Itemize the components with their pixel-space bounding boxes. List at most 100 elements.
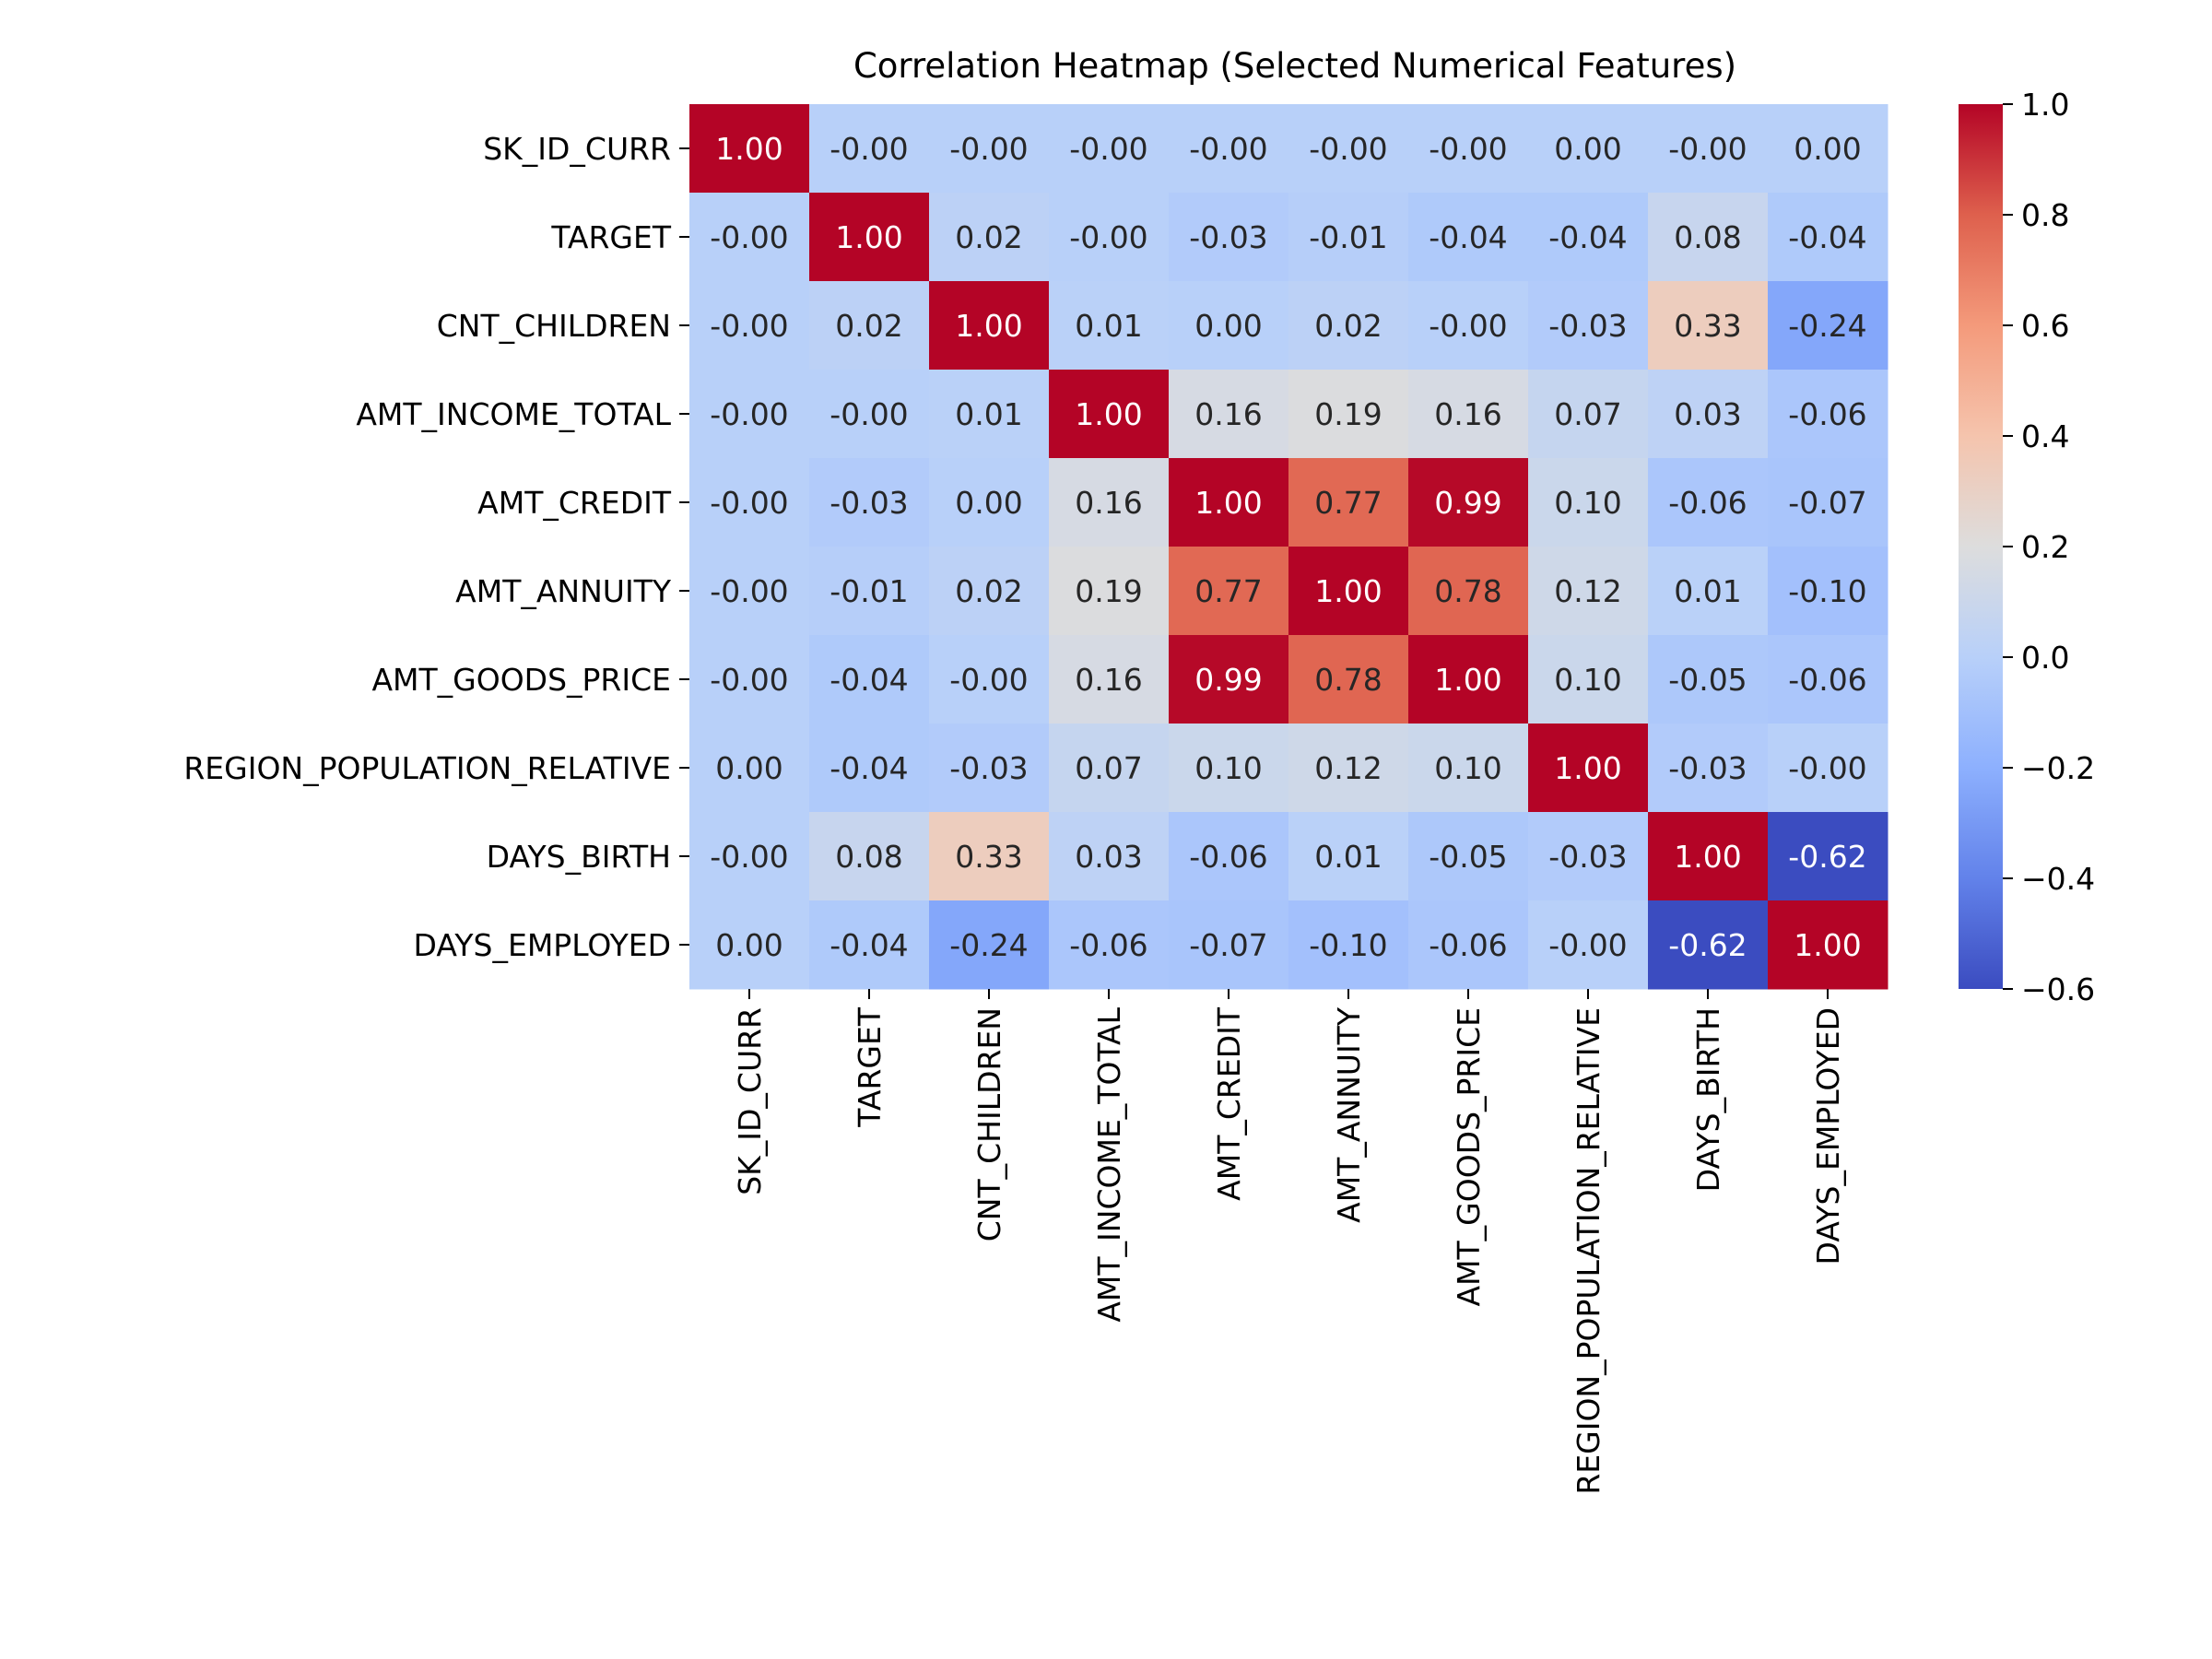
cell-value-label: 0.10 bbox=[1194, 750, 1262, 786]
cell-value-label: 1.00 bbox=[1554, 750, 1621, 786]
heatmap-cell bbox=[929, 635, 1050, 724]
cell-value-label: 0.01 bbox=[1314, 839, 1382, 875]
cell-value-label: -0.00 bbox=[1189, 131, 1267, 167]
heatmap-cell bbox=[809, 193, 930, 282]
cell-value-label: 1.00 bbox=[835, 219, 902, 255]
heatmap-cell bbox=[1648, 635, 1769, 724]
cell-value-label: -0.04 bbox=[830, 750, 908, 786]
heatmap-cell bbox=[1768, 281, 1888, 371]
cell-value-label: 0.00 bbox=[715, 927, 782, 963]
heatmap-cell bbox=[1528, 900, 1649, 990]
heatmap-cell bbox=[929, 547, 1050, 636]
x-tick-label: AMT_GOODS_PRICE bbox=[1451, 1007, 1487, 1307]
cell-value-label: -0.00 bbox=[830, 131, 908, 167]
heatmap-cell bbox=[1049, 547, 1170, 636]
heatmap-cell bbox=[1408, 193, 1529, 282]
cell-value-label: -0.03 bbox=[1548, 839, 1627, 875]
heatmap-cell bbox=[1408, 724, 1529, 813]
cell-value-label: -0.06 bbox=[1069, 927, 1147, 963]
heatmap-cell bbox=[1288, 812, 1409, 901]
cell-value-label: 0.01 bbox=[1075, 308, 1142, 344]
heatmap-cell bbox=[689, 104, 810, 194]
cell-value-label: 0.99 bbox=[1434, 485, 1501, 521]
cell-value-label: 0.00 bbox=[1794, 131, 1861, 167]
heatmap-cell bbox=[929, 900, 1050, 990]
heatmap-cell bbox=[1169, 104, 1289, 194]
cell-value-label: -0.03 bbox=[1548, 308, 1627, 344]
colorbar-tick-label: 0.8 bbox=[2021, 197, 2069, 233]
cell-value-label: -0.04 bbox=[1548, 219, 1627, 255]
y-tick-label: TARGET bbox=[550, 219, 672, 255]
heatmap-cell bbox=[809, 547, 930, 636]
cell-value-label: 0.03 bbox=[1674, 396, 1741, 432]
cell-value-label: -0.10 bbox=[1788, 573, 1866, 609]
heatmap-cell bbox=[1768, 370, 1888, 459]
heatmap-cell bbox=[1288, 193, 1409, 282]
heatmap-cell bbox=[1049, 193, 1170, 282]
heatmap-cell bbox=[1288, 635, 1409, 724]
cell-value-label: 0.02 bbox=[1314, 308, 1382, 344]
heatmap-cell bbox=[1169, 370, 1289, 459]
cell-value-label: -0.00 bbox=[830, 396, 908, 432]
cell-value-label: -0.06 bbox=[1788, 662, 1866, 698]
heatmap-cell bbox=[1648, 724, 1769, 813]
heatmap-cell bbox=[689, 458, 810, 547]
heatmap-cell bbox=[1169, 458, 1289, 547]
cell-value-label: 0.02 bbox=[955, 219, 1022, 255]
cell-value-label: 0.33 bbox=[1674, 308, 1741, 344]
cell-value-label: -0.00 bbox=[710, 573, 788, 609]
y-axis: SK_ID_CURR TARGET CNT_CHILDREN AMT_INCOME_T… bbox=[183, 131, 689, 963]
heatmap-cell bbox=[1768, 193, 1888, 282]
cell-value-label: 1.00 bbox=[1314, 573, 1382, 609]
cell-value-label: -0.06 bbox=[1788, 396, 1866, 432]
heatmap-cell bbox=[1408, 547, 1529, 636]
cell-value-label: 0.03 bbox=[1075, 839, 1142, 875]
cell-value-label: -0.24 bbox=[949, 927, 1028, 963]
heatmap-cell bbox=[1768, 812, 1888, 901]
heatmap-cell bbox=[1408, 281, 1529, 371]
heatmap-cell bbox=[1528, 193, 1649, 282]
heatmap-cell bbox=[689, 193, 810, 282]
heatmap-cell bbox=[809, 281, 930, 371]
cell-value-label: -0.00 bbox=[710, 308, 788, 344]
cell-value-label: -0.04 bbox=[1429, 219, 1507, 255]
x-tick-label: CNT_CHILDREN bbox=[971, 1007, 1007, 1241]
cell-value-label: -0.06 bbox=[1429, 927, 1507, 963]
heatmap-cell bbox=[1169, 193, 1289, 282]
cell-value-label: 0.16 bbox=[1194, 396, 1262, 432]
heatmap-cell bbox=[809, 635, 930, 724]
cell-value-label: -0.04 bbox=[1788, 219, 1866, 255]
heatmap-cell bbox=[1049, 900, 1170, 990]
cell-value-label: 1.00 bbox=[1194, 485, 1262, 521]
cell-value-label: -0.01 bbox=[1309, 219, 1387, 255]
cell-value-label: 0.16 bbox=[1075, 485, 1142, 521]
heatmap-cell bbox=[1648, 547, 1769, 636]
heatmap-cell bbox=[929, 370, 1050, 459]
heatmap-cell bbox=[1049, 458, 1170, 547]
colorbar-tick-label: 1.0 bbox=[2021, 87, 2069, 123]
colorbar-tick-label: −0.2 bbox=[2021, 750, 2095, 786]
heatmap-cell bbox=[1288, 370, 1409, 459]
heatmap-cell bbox=[929, 193, 1050, 282]
heatmap-cell bbox=[1528, 547, 1649, 636]
heatmap-cell bbox=[1169, 281, 1289, 371]
cell-value-label: -0.00 bbox=[1069, 219, 1147, 255]
cell-value-label: 0.00 bbox=[1194, 308, 1262, 344]
cell-value-label: -0.01 bbox=[830, 573, 908, 609]
y-tick-label: AMT_CREDIT bbox=[477, 485, 672, 521]
heatmap-cell bbox=[1169, 900, 1289, 990]
colorbar-tick-label: −0.4 bbox=[2021, 861, 2095, 897]
heatmap-cell bbox=[1768, 635, 1888, 724]
x-tick-label: AMT_ANNUITY bbox=[1331, 1006, 1367, 1223]
heatmap-cell bbox=[1288, 900, 1409, 990]
heatmap-cell bbox=[929, 724, 1050, 813]
heatmap-cell bbox=[689, 635, 810, 724]
heatmap-cell bbox=[1648, 104, 1769, 194]
cell-value-label: 0.10 bbox=[1554, 485, 1621, 521]
cell-value-label: 1.00 bbox=[1434, 662, 1501, 698]
cell-value-label: -0.24 bbox=[1788, 308, 1866, 344]
cell-value-label: 0.07 bbox=[1075, 750, 1142, 786]
colorbar-tick-label: 0.4 bbox=[2021, 418, 2069, 454]
cell-value-label: 0.12 bbox=[1554, 573, 1621, 609]
